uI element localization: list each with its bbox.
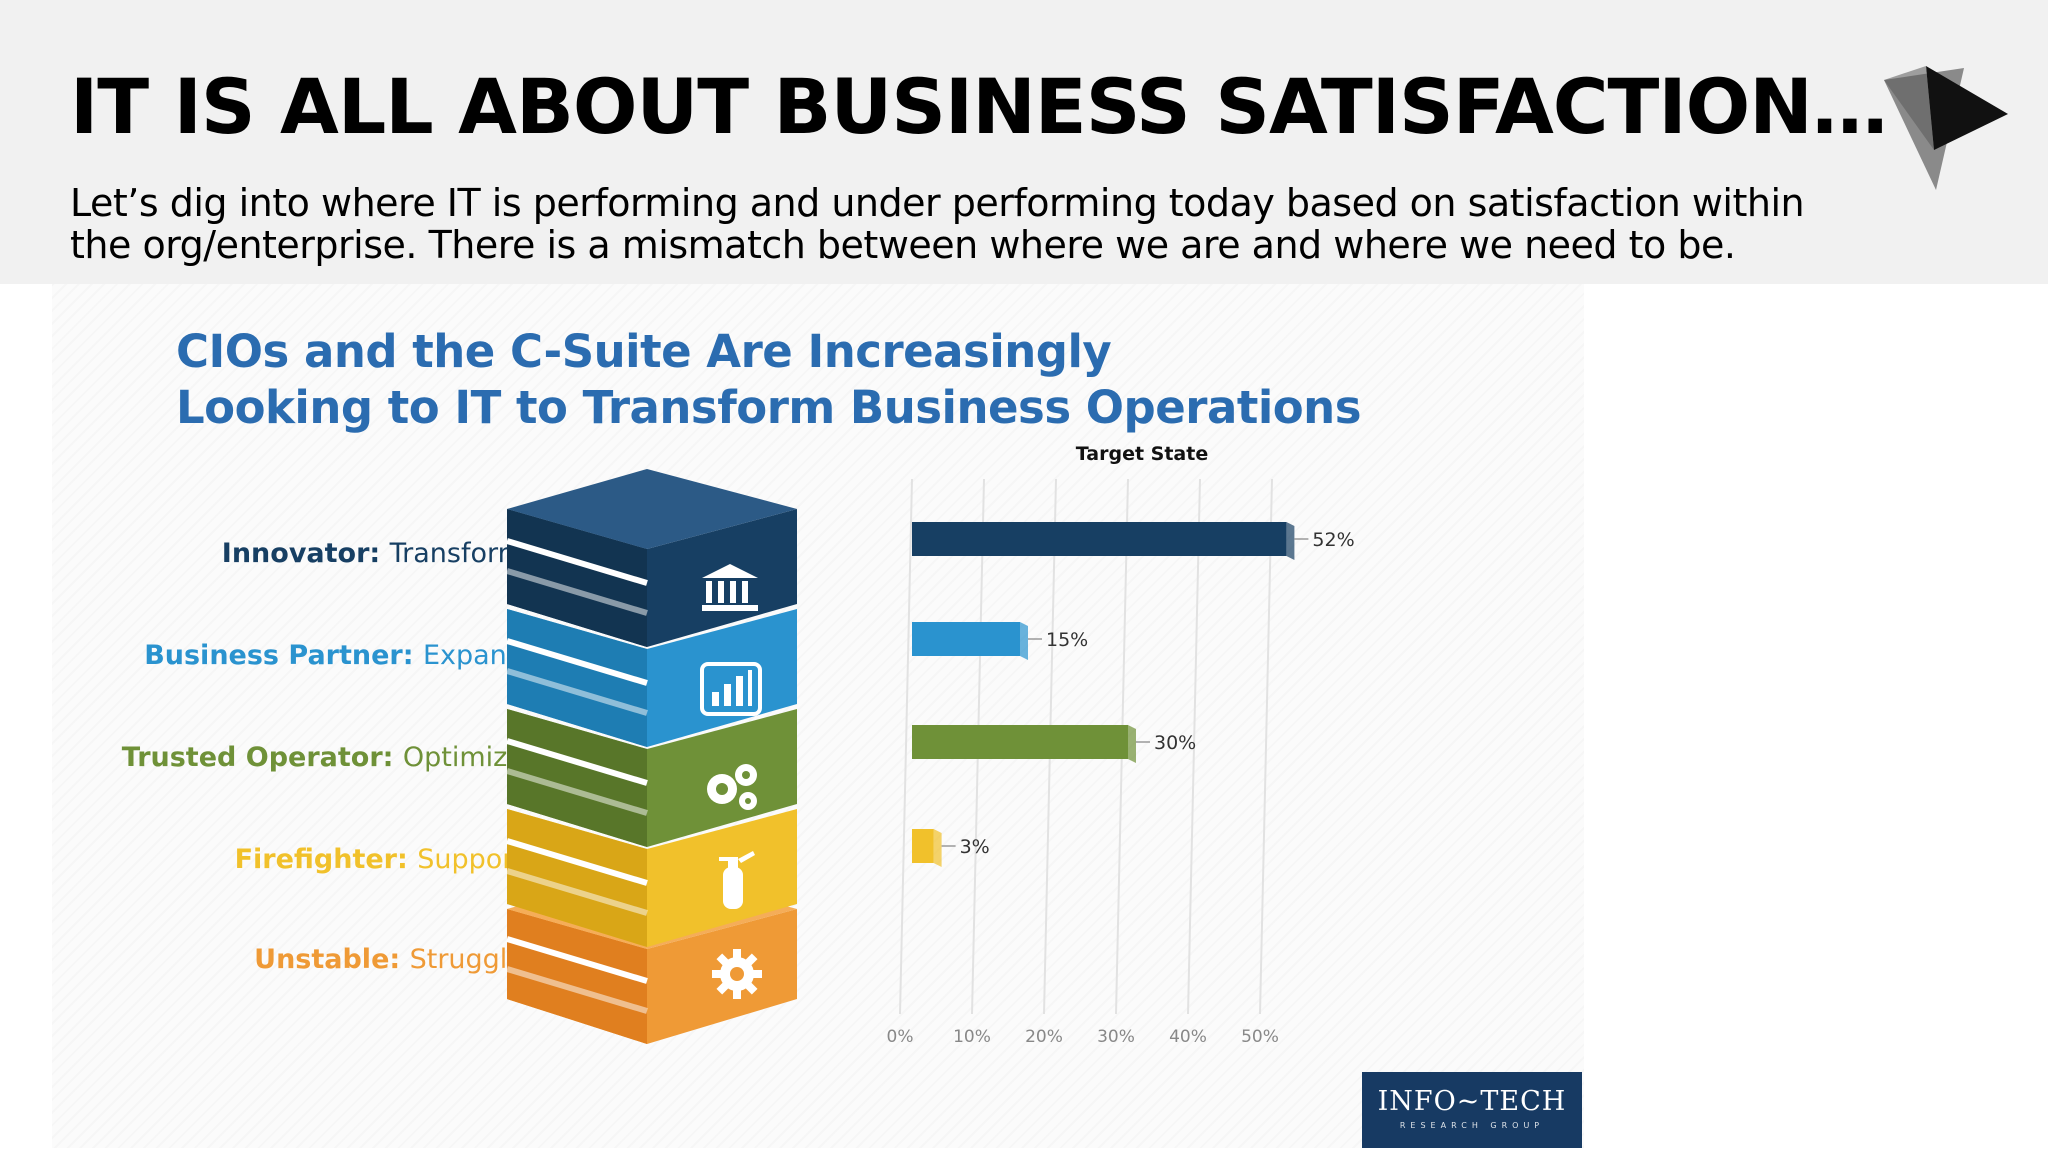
x-tick-label: 0% [887, 1027, 914, 1047]
bar-data-label: 3% [960, 836, 990, 858]
block-trusted-operator [506, 709, 797, 847]
maturity-block-stack [506, 469, 797, 1044]
bar-chart-icon [700, 662, 762, 716]
fire-extinguisher-icon [719, 851, 755, 909]
level-role-trusted-operator: Trusted Operator [121, 742, 383, 773]
level-role-firefighter: Firefighter [234, 844, 397, 875]
bar-face [912, 829, 934, 863]
level-label-innovator: Innovator: Transforms [221, 538, 538, 569]
level-label-business-partner: Business Partner: Expands [144, 640, 538, 671]
bar-side [1128, 725, 1136, 763]
chart-title: Target State [1076, 443, 1208, 465]
bar-2: 15% [912, 622, 1088, 660]
gridline-0 [899, 478, 913, 1015]
bar-face [912, 725, 1128, 759]
play-logo-icon [1884, 66, 2008, 190]
infographic-title-line2: Looking to IT to Transform Business Oper… [176, 381, 1362, 434]
bar-data-label: 52% [1312, 529, 1354, 551]
infographic-title: CIOs and the C-Suite Are Increasingly Lo… [176, 324, 1362, 436]
block-innovator [506, 469, 797, 647]
bar-4: 3% [912, 829, 990, 867]
x-tick-label: 50% [1241, 1027, 1279, 1047]
infographic-title-line1: CIOs and the C-Suite Are Increasingly [176, 325, 1112, 378]
level-label-trusted-operator: Trusted Operator: Optimizes [121, 742, 538, 773]
x-tick-label: 10% [953, 1027, 991, 1047]
level-role-business-partner: Business Partner [144, 640, 403, 671]
publisher-sub: RESEARCH GROUP [1399, 1121, 1545, 1130]
level-role-unstable: Unstable [254, 944, 390, 975]
bar-data-label: 15% [1046, 629, 1088, 651]
gridline-40 [1187, 478, 1201, 1015]
bar-data-label: 30% [1154, 732, 1196, 754]
block-firefighter [506, 809, 797, 947]
gear-icon [712, 949, 762, 999]
target-state-bar-chart: Target State 52% 15% 30% 3% 0% 10% 20% 30% 40% 5… [887, 443, 1355, 1047]
slide-title: IT IS ALL ABOUT BUSINESS SATISFACTION… [70, 62, 1888, 151]
bar-1: 52% [912, 522, 1355, 560]
chart-x-ticks: 0% 10% 20% 30% 40% 50% [887, 1027, 1279, 1047]
publisher-badge: INFO~TECH RESEARCH GROUP [1362, 1072, 1582, 1148]
x-tick-label: 40% [1169, 1027, 1207, 1047]
publisher-name: INFO~TECH [1377, 1086, 1567, 1117]
gears-icon [707, 764, 757, 810]
bar-side [1286, 522, 1295, 560]
level-label-firefighter: Firefighter: Supports [234, 844, 538, 875]
bar-side [1020, 622, 1028, 660]
bar-face [912, 522, 1287, 556]
bar-side [933, 829, 942, 867]
level-label-unstable: Unstable: Struggles [254, 944, 538, 975]
bank-icon [702, 564, 758, 611]
slide-header [0, 0, 2048, 284]
level-role-innovator: Innovator [221, 538, 370, 569]
x-tick-label: 30% [1097, 1027, 1135, 1047]
gridline-50 [1259, 478, 1273, 1015]
slide-subtitle: Let’s dig into where IT is performing an… [70, 181, 1805, 267]
chart-bars: 52% 15% 30% 3% [912, 522, 1355, 867]
bar-3: 30% [912, 725, 1196, 763]
x-tick-label: 20% [1025, 1027, 1063, 1047]
bar-face [912, 622, 1020, 656]
infographic-panel: CIOs and the C-Suite Are Increasingly Lo… [52, 284, 1584, 1148]
